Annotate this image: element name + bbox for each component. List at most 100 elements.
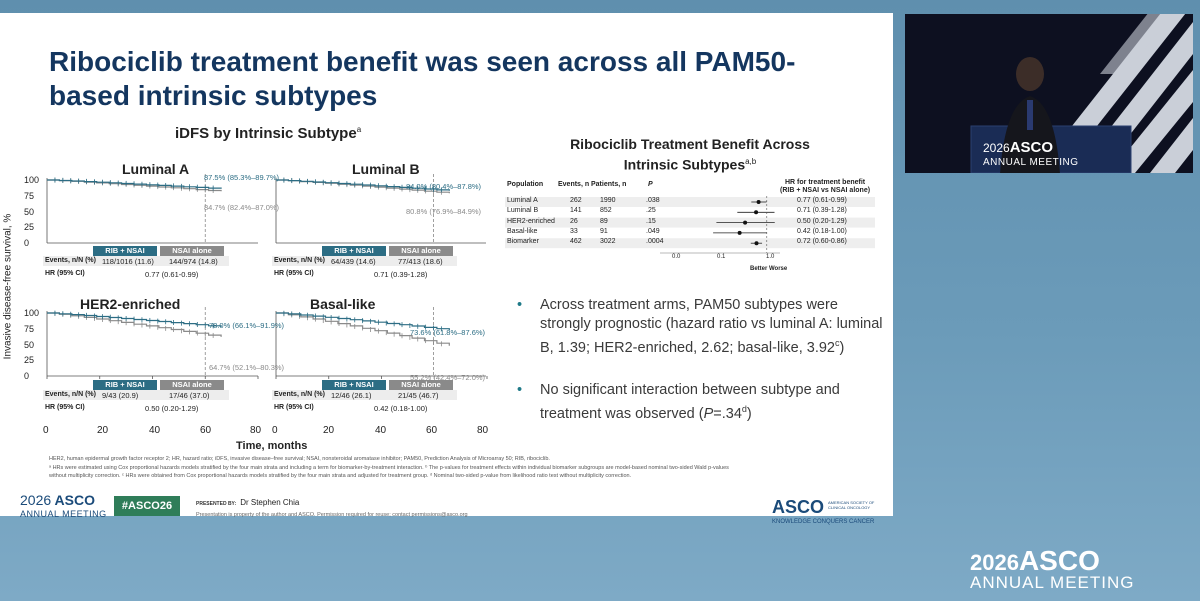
x-tick-label: 0 <box>43 425 49 436</box>
nsai-annotation: 55.2% (42.4%–72.0%) <box>410 373 486 382</box>
rib-events: 64/439 (14.6) <box>331 257 376 266</box>
forest-events: 462 <box>570 238 582 246</box>
nsai-annotation: 80.8% (76.9%–84.9%) <box>406 207 482 216</box>
y-tick-label: 25 <box>24 355 35 366</box>
footnote: without multiplicity correction. ᶜ HRs w… <box>49 473 632 479</box>
video-backdrop-logo: 2026ASCO <box>983 139 1054 156</box>
y-tick-label: 75 <box>24 190 35 201</box>
asco-brand-watermark: 2026ASCO ANNUAL MEETING <box>970 545 1135 592</box>
worse-label: Worse <box>769 266 788 272</box>
presenter: PRESENTED BY: Dr Stephen Chia <box>196 498 300 507</box>
footer-asco-logo: 2026 ASCO ANNUAL MEETING <box>20 492 107 519</box>
bullet-dot: • <box>517 382 523 398</box>
nsai-events: 77/413 (18.6) <box>398 257 443 266</box>
x-tick-label: 40 <box>375 425 387 436</box>
nsai-column-header: NSAI alone <box>389 246 453 256</box>
events-row-bg <box>43 390 229 400</box>
hashtag-badge: #ASCO26 <box>114 496 180 516</box>
panel-title: Basal-like <box>310 296 376 312</box>
forest-p: .25 <box>646 207 656 215</box>
forest-patients: 91 <box>600 227 608 235</box>
y-tick-label: 25 <box>24 222 35 233</box>
hr-row-label: HR (95% CI) <box>274 270 314 277</box>
footnote: ᵃ HRs were estimated using Cox proportio… <box>49 465 729 471</box>
forest-events: 141 <box>570 207 582 215</box>
forest-population: Luminal A <box>507 197 538 204</box>
footnote: HER2, human epidermal growth factor rece… <box>49 456 550 462</box>
forest-row-bg <box>505 238 875 249</box>
nsai-events: 17/46 (37.0) <box>169 391 210 400</box>
forest-p: .038 <box>646 197 660 204</box>
forest-hr: 0.77 (0.61-0.99) <box>797 197 847 204</box>
presentation-slide: Ribociclib treatment benefit was seen ac… <box>0 13 893 525</box>
events-row-bg <box>43 256 229 266</box>
legal-text: Presentation is property of the author a… <box>196 512 468 518</box>
rib-annotation: 78.0% (66.1%–91.9%) <box>209 321 285 330</box>
rib-column-header: RIB + NSAI <box>322 246 386 256</box>
rib-events: 12/46 (26.1) <box>331 391 372 400</box>
hr-value: 0.50 (0.20-1.29) <box>145 404 199 413</box>
nsai-annotation: 64.7% (52.1%–80.3%) <box>209 363 285 372</box>
nsai-annotation: 84.7% (82.4%–87.0%) <box>204 203 280 212</box>
forest-tick-label: 0.0 <box>672 254 681 260</box>
km-panel <box>43 307 258 400</box>
events-row-bg <box>272 390 457 400</box>
forest-point <box>754 210 759 215</box>
hr-value: 0.77 (0.61-0.99) <box>145 270 199 279</box>
km-panel <box>272 174 486 266</box>
asco-society-logo: ASCO AMERICAN SOCIETY OF CLINICAL ONCOLO… <box>772 497 875 525</box>
hr-row-label: HR (95% CI) <box>45 404 85 411</box>
video-backdrop-meeting: ANNUAL MEETING <box>983 157 1079 168</box>
y-tick-label: 100 <box>24 175 40 185</box>
forest-events: 33 <box>570 227 578 235</box>
x-tick-label: 20 <box>97 425 109 436</box>
forest-patients: 89 <box>600 217 608 225</box>
forest-point <box>737 230 742 235</box>
hr-row-label: HR (95% CI) <box>274 404 314 411</box>
forest-p: .15 <box>646 217 656 225</box>
x-tick-label: 40 <box>149 425 161 436</box>
forest-row-bg <box>505 197 875 207</box>
y-tick-label: 100 <box>24 308 40 318</box>
forest-population: Basal-like <box>507 227 538 235</box>
x-tick-label: 0 <box>272 425 278 436</box>
x-tick-label: 80 <box>250 425 262 436</box>
y-tick-label: 50 <box>24 206 35 217</box>
rib-annotation: 73.6% (61.8%–87.6%) <box>410 328 486 337</box>
col-p: P <box>648 181 653 188</box>
forest-tick-label: 1.0 <box>766 254 775 260</box>
events-row-label: Events, n/N (%) <box>45 257 96 264</box>
col-patients: Patients, n <box>591 181 627 188</box>
forest-population: Luminal B <box>507 207 539 215</box>
events-row-bg <box>272 256 457 266</box>
forest-point <box>754 241 759 246</box>
events-row-label: Events, n/N (%) <box>274 257 325 264</box>
col-hr-sub: (RIB + NSAI vs NSAI alone) <box>780 187 871 194</box>
forest-point <box>743 220 748 225</box>
forest-hr: 0.71 (0.39-1.28) <box>797 207 847 215</box>
km-panel <box>272 307 486 400</box>
km-curves <box>43 174 488 400</box>
events-row-label: Events, n/N (%) <box>45 391 96 398</box>
forest-point <box>756 200 761 204</box>
rib-column-header: RIB + NSAI <box>93 246 157 256</box>
rib-column-header: RIB + NSAI <box>322 380 386 390</box>
slide-title: Ribociclib treatment benefit was seen ac… <box>49 46 796 111</box>
forest-patients: 852 <box>600 207 612 215</box>
bullet-dot: • <box>517 297 523 313</box>
nsai-events: 21/45 (46.7) <box>398 391 439 400</box>
forest-plot <box>505 196 875 254</box>
forest-population: Biomarker <box>507 238 539 246</box>
speaker-head <box>1016 57 1044 91</box>
y-tick-label: 50 <box>24 339 35 350</box>
forest-events: 262 <box>570 197 582 204</box>
nsai-column-header: NSAI alone <box>160 380 224 390</box>
km-panel <box>43 174 258 266</box>
rib-annotation: 84.0% (80.4%–87.8%) <box>406 182 482 191</box>
nsai-column-header: NSAI alone <box>389 380 453 390</box>
nsai-events: 144/974 (14.8) <box>169 257 218 266</box>
forest-row-bg <box>505 217 875 228</box>
nsai-column-header: NSAI alone <box>160 246 224 256</box>
forest-tick-label: 0.1 <box>717 254 726 260</box>
forest-hr: 0.72 (0.60-0.86) <box>797 238 847 246</box>
